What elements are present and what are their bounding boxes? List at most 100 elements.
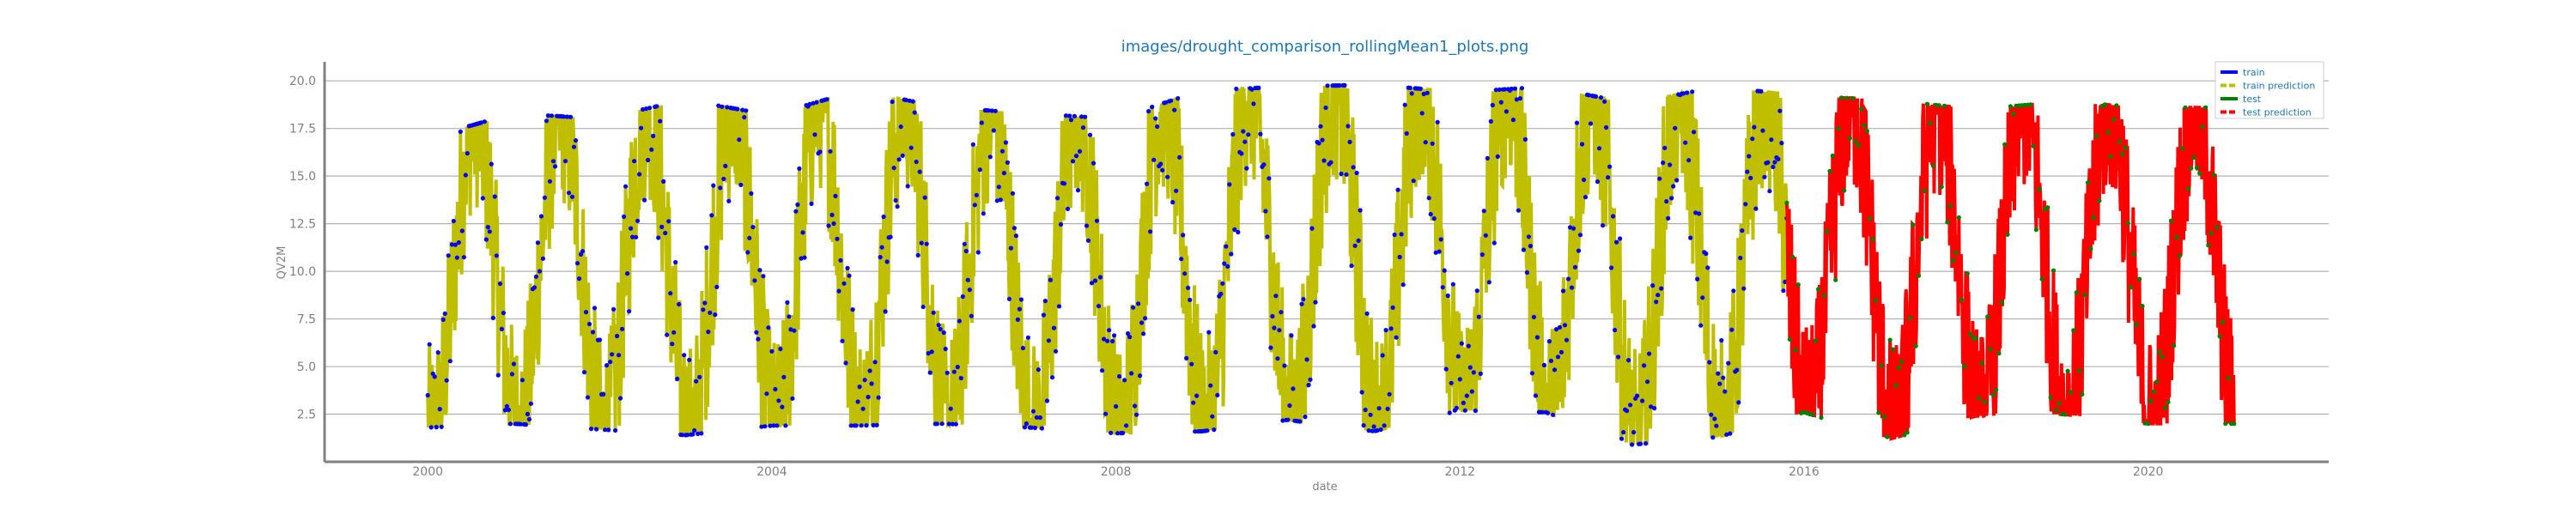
data-point (568, 114, 574, 119)
data-point (2054, 408, 2059, 413)
data-point (826, 223, 831, 228)
data-point (1876, 410, 1881, 415)
data-point (1635, 393, 1640, 398)
data-point (444, 378, 449, 383)
data-point (1642, 363, 1647, 368)
data-point (1664, 199, 1669, 204)
data-point (487, 229, 492, 234)
data-point (2111, 117, 2117, 122)
data-point (1032, 425, 1037, 431)
data-point (862, 378, 867, 383)
data-point (603, 427, 608, 433)
data-point (720, 104, 725, 109)
data-point (1407, 85, 1413, 90)
data-point (872, 360, 878, 365)
data-point (1488, 118, 1493, 124)
data-point (1697, 211, 1702, 216)
data-point (428, 425, 434, 430)
data-point (569, 194, 575, 199)
data-point (931, 310, 936, 315)
data-point (1008, 245, 1013, 251)
data-point (1363, 407, 1368, 413)
data-point (1731, 288, 1736, 294)
data-point (977, 167, 982, 173)
data-point (2085, 180, 2091, 185)
data-point (1985, 314, 1990, 319)
data-point (1078, 114, 1084, 119)
data-point (1916, 273, 1922, 278)
data-point (1056, 304, 1062, 309)
data-point (1493, 88, 1498, 93)
data-point (1864, 129, 1869, 134)
data-point (833, 193, 838, 198)
data-point (1179, 257, 1184, 262)
data-point (754, 330, 759, 335)
data-point (999, 148, 1005, 154)
data-point (2220, 319, 2226, 324)
data-point (2125, 221, 2130, 226)
data-point (829, 212, 835, 217)
data-point (1512, 86, 1517, 91)
data-point (2215, 225, 2220, 230)
data-point (458, 129, 463, 134)
data-point (1399, 232, 1404, 237)
data-point (1553, 327, 1559, 332)
data-point (1256, 85, 1261, 90)
data-point (490, 315, 495, 320)
plot-area (425, 82, 2237, 447)
data-point (597, 337, 603, 342)
data-point (1965, 271, 1970, 276)
data-point (1225, 264, 1230, 269)
data-point (1189, 361, 1194, 367)
data-point (1449, 380, 1454, 385)
data-point (1565, 276, 1571, 282)
data-point (1272, 325, 1277, 330)
data-point (1344, 172, 1349, 177)
data-point (1759, 88, 1764, 94)
data-point (552, 164, 558, 169)
data-point (1548, 358, 1553, 363)
data-point (573, 138, 579, 143)
data-point (1609, 265, 1614, 270)
data-point (2074, 290, 2079, 295)
data-point (1325, 83, 1330, 88)
data-point (1464, 393, 1469, 398)
data-point (1039, 426, 1044, 431)
data-point (1044, 398, 1049, 403)
data-point (489, 161, 494, 167)
data-point (1714, 423, 1719, 428)
data-point (1126, 330, 1131, 336)
data-point (451, 218, 456, 224)
data-point (883, 309, 888, 314)
data-point (896, 157, 902, 162)
data-point (447, 359, 453, 364)
data-point (1022, 425, 1027, 430)
data-point (1213, 349, 1218, 354)
data-point (1461, 400, 1466, 405)
data-point (1063, 113, 1069, 118)
legend: train train prediction test test prediction (2215, 61, 2324, 119)
data-point (537, 269, 543, 274)
data-point (1522, 136, 1528, 142)
data-point (456, 239, 461, 245)
data-point (1704, 251, 1709, 257)
data-point (590, 330, 596, 335)
data-point (482, 119, 487, 124)
data-point (2033, 227, 2038, 233)
data-point (1316, 141, 1321, 146)
legend-entry: test prediction (2243, 107, 2312, 118)
data-point (1474, 288, 1479, 294)
data-point (1145, 181, 1150, 186)
data-point (2166, 399, 2171, 405)
data-point (1352, 243, 1358, 248)
data-point (1576, 248, 1582, 253)
data-point (1887, 337, 1893, 342)
data-point (1172, 107, 1177, 112)
data-point (1469, 389, 1474, 394)
data-point (625, 271, 630, 276)
data-point (1289, 333, 1294, 338)
data-point (1586, 93, 1592, 98)
data-point (637, 172, 642, 177)
data-point (1072, 113, 1078, 118)
data-point (1323, 105, 1328, 111)
